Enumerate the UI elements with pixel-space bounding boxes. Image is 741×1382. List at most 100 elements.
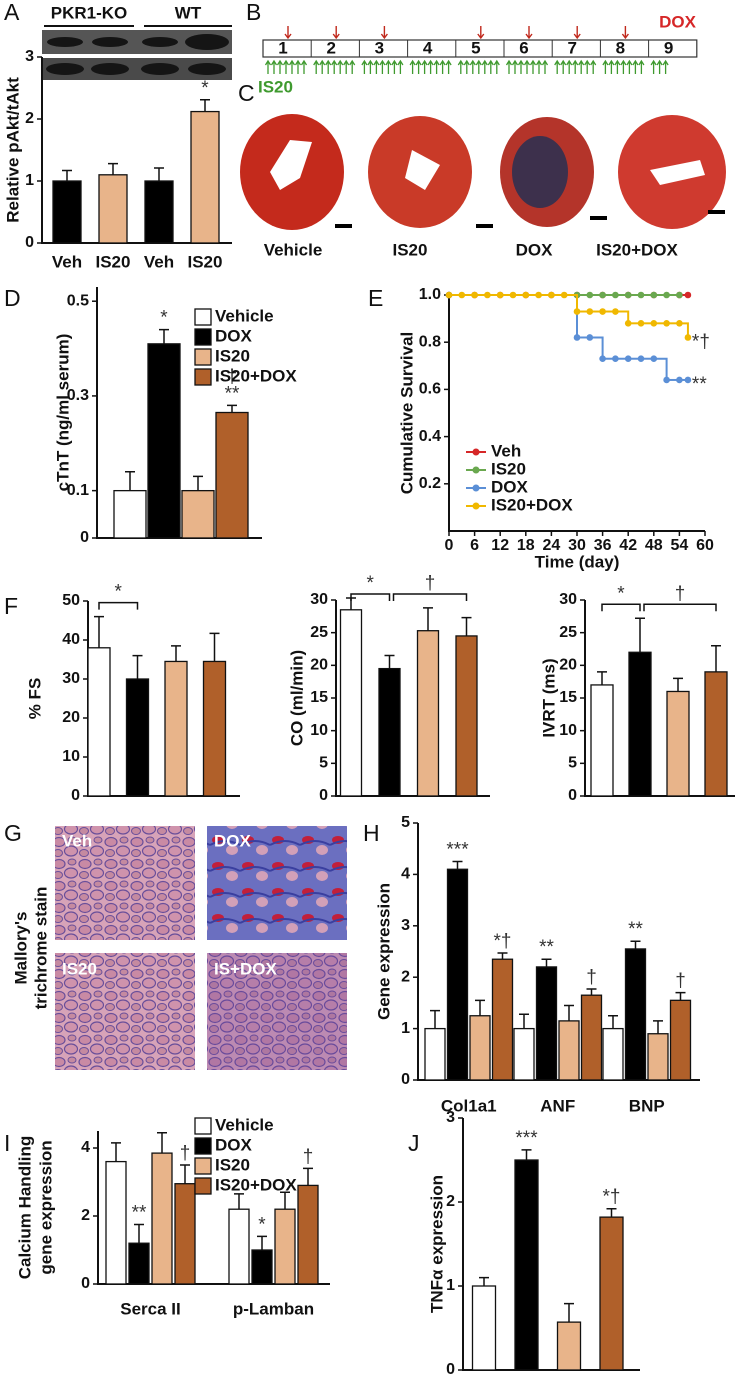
is20-arrow: [505, 59, 513, 74]
legend-marker: [472, 466, 480, 474]
heart-lumen: [270, 140, 312, 190]
is20-arrow: [445, 59, 452, 74]
y-tick-label: 0: [568, 787, 577, 804]
x-tick-label: 60: [696, 537, 714, 554]
y-tick-label: 1.0: [419, 286, 441, 303]
significance-mark: *: [258, 1214, 266, 1235]
bar: [339, 609, 363, 797]
step-segment: [615, 310, 630, 324]
histology-label: IS20: [62, 959, 97, 978]
histology-tint: [207, 953, 347, 1070]
bar: [125, 678, 150, 797]
panel-letter: A: [4, 0, 20, 25]
significance-mark: *: [367, 573, 375, 594]
is20-arrow: [602, 59, 609, 74]
is20-arrow: [288, 59, 296, 74]
is20-arrow: [469, 59, 476, 74]
dox-arrow: [573, 26, 581, 40]
is20-arrow: [264, 59, 272, 74]
week-number: 5: [471, 38, 480, 57]
y-tick-label: 2: [25, 110, 34, 127]
step-segment: [653, 357, 668, 380]
data-point: [599, 291, 606, 299]
x-tick-label: IS20: [188, 252, 223, 271]
error-bar: [111, 1142, 121, 1162]
y-tick-label: 0: [81, 1275, 90, 1292]
timeline: B DOX IS20 1 2 3 4 5 6 7 8 9: [246, 0, 698, 96]
x-tick-label: BNP: [629, 1096, 665, 1115]
is20-arrow: [578, 59, 585, 74]
error-bar: [132, 654, 143, 679]
data-point: [663, 320, 670, 327]
legend-swatch: [194, 1117, 212, 1135]
bar: [202, 660, 227, 797]
significance-mark: †: [303, 1146, 314, 1167]
y-axis-label: TNFα expression: [427, 1175, 446, 1313]
is20-arrow: [349, 59, 356, 74]
x-tick-label: Veh: [144, 252, 174, 271]
error-bar: [193, 475, 203, 491]
scale-bars: [335, 210, 725, 228]
y-axis-label: cTnT (ng/ml serum): [53, 334, 72, 492]
is20-arrow: [584, 59, 591, 74]
data-point: [548, 291, 555, 299]
data-point: [624, 355, 632, 363]
is20-arrow: [337, 59, 344, 74]
bar: [424, 1027, 446, 1081]
error-bar: [675, 991, 686, 1001]
is20-arrow: [481, 59, 488, 74]
significance-mark: *: [201, 78, 209, 99]
is20-arrow: [656, 59, 663, 74]
is20-arrow: [662, 59, 669, 74]
significance-mark: †: [180, 1143, 191, 1164]
section-label: IS20: [393, 240, 428, 259]
significance-mark: **: [539, 937, 554, 958]
y-tick-label: 2: [81, 1207, 90, 1224]
section-label: DOX: [516, 240, 554, 259]
dox-arrow: [525, 26, 533, 40]
week-number: 4: [423, 38, 433, 57]
y-tick-label: 0: [25, 234, 34, 251]
y-tick-label: 30: [310, 591, 328, 608]
bar: [147, 343, 181, 539]
is20-arrow: [511, 59, 519, 74]
error-bar: [280, 1191, 290, 1210]
week-number: 1: [278, 38, 287, 57]
legend-label: Vehicle: [215, 306, 274, 325]
week-number: 8: [616, 38, 625, 57]
is20-arrow: [626, 59, 633, 74]
data-point: [663, 291, 670, 299]
week-number: 6: [519, 38, 528, 57]
is20-arrow: [529, 59, 537, 74]
x-tick-label: 0: [445, 537, 454, 554]
legend-swatch: [194, 1157, 212, 1175]
error-bar: [586, 988, 597, 996]
data-point: [637, 355, 645, 363]
blot-group-label: WT: [175, 3, 202, 22]
is20-arrow: [638, 59, 645, 74]
y-tick-label: 3: [446, 1109, 455, 1126]
y-axis-label: gene expression: [36, 1140, 55, 1274]
x-tick-label: Veh: [52, 252, 82, 271]
y-tick-label: 10: [559, 722, 577, 739]
dox-arrow: [477, 26, 485, 40]
data-point: [676, 291, 683, 299]
data-point: [586, 308, 594, 315]
data-point: [509, 291, 517, 299]
x-tick-label: IS20: [96, 252, 131, 271]
is20-arrow: [475, 59, 482, 74]
data-point: [612, 308, 619, 315]
panel-letter: G: [4, 820, 22, 846]
is20-arrow: [608, 59, 615, 74]
x-tick-label: 48: [645, 537, 663, 554]
x-tick-label: p-Lamban: [233, 1299, 314, 1318]
bar: [599, 1216, 624, 1371]
week-number: 2: [326, 38, 335, 57]
y-axis-label: Gene expression: [374, 883, 393, 1020]
bar: [128, 1242, 150, 1285]
is20-arrow: [385, 59, 392, 74]
dox-arrow: [284, 26, 292, 40]
legend-swatch: [194, 368, 212, 386]
significance-bracket: [98, 601, 139, 610]
is20-arrow: [632, 59, 639, 74]
